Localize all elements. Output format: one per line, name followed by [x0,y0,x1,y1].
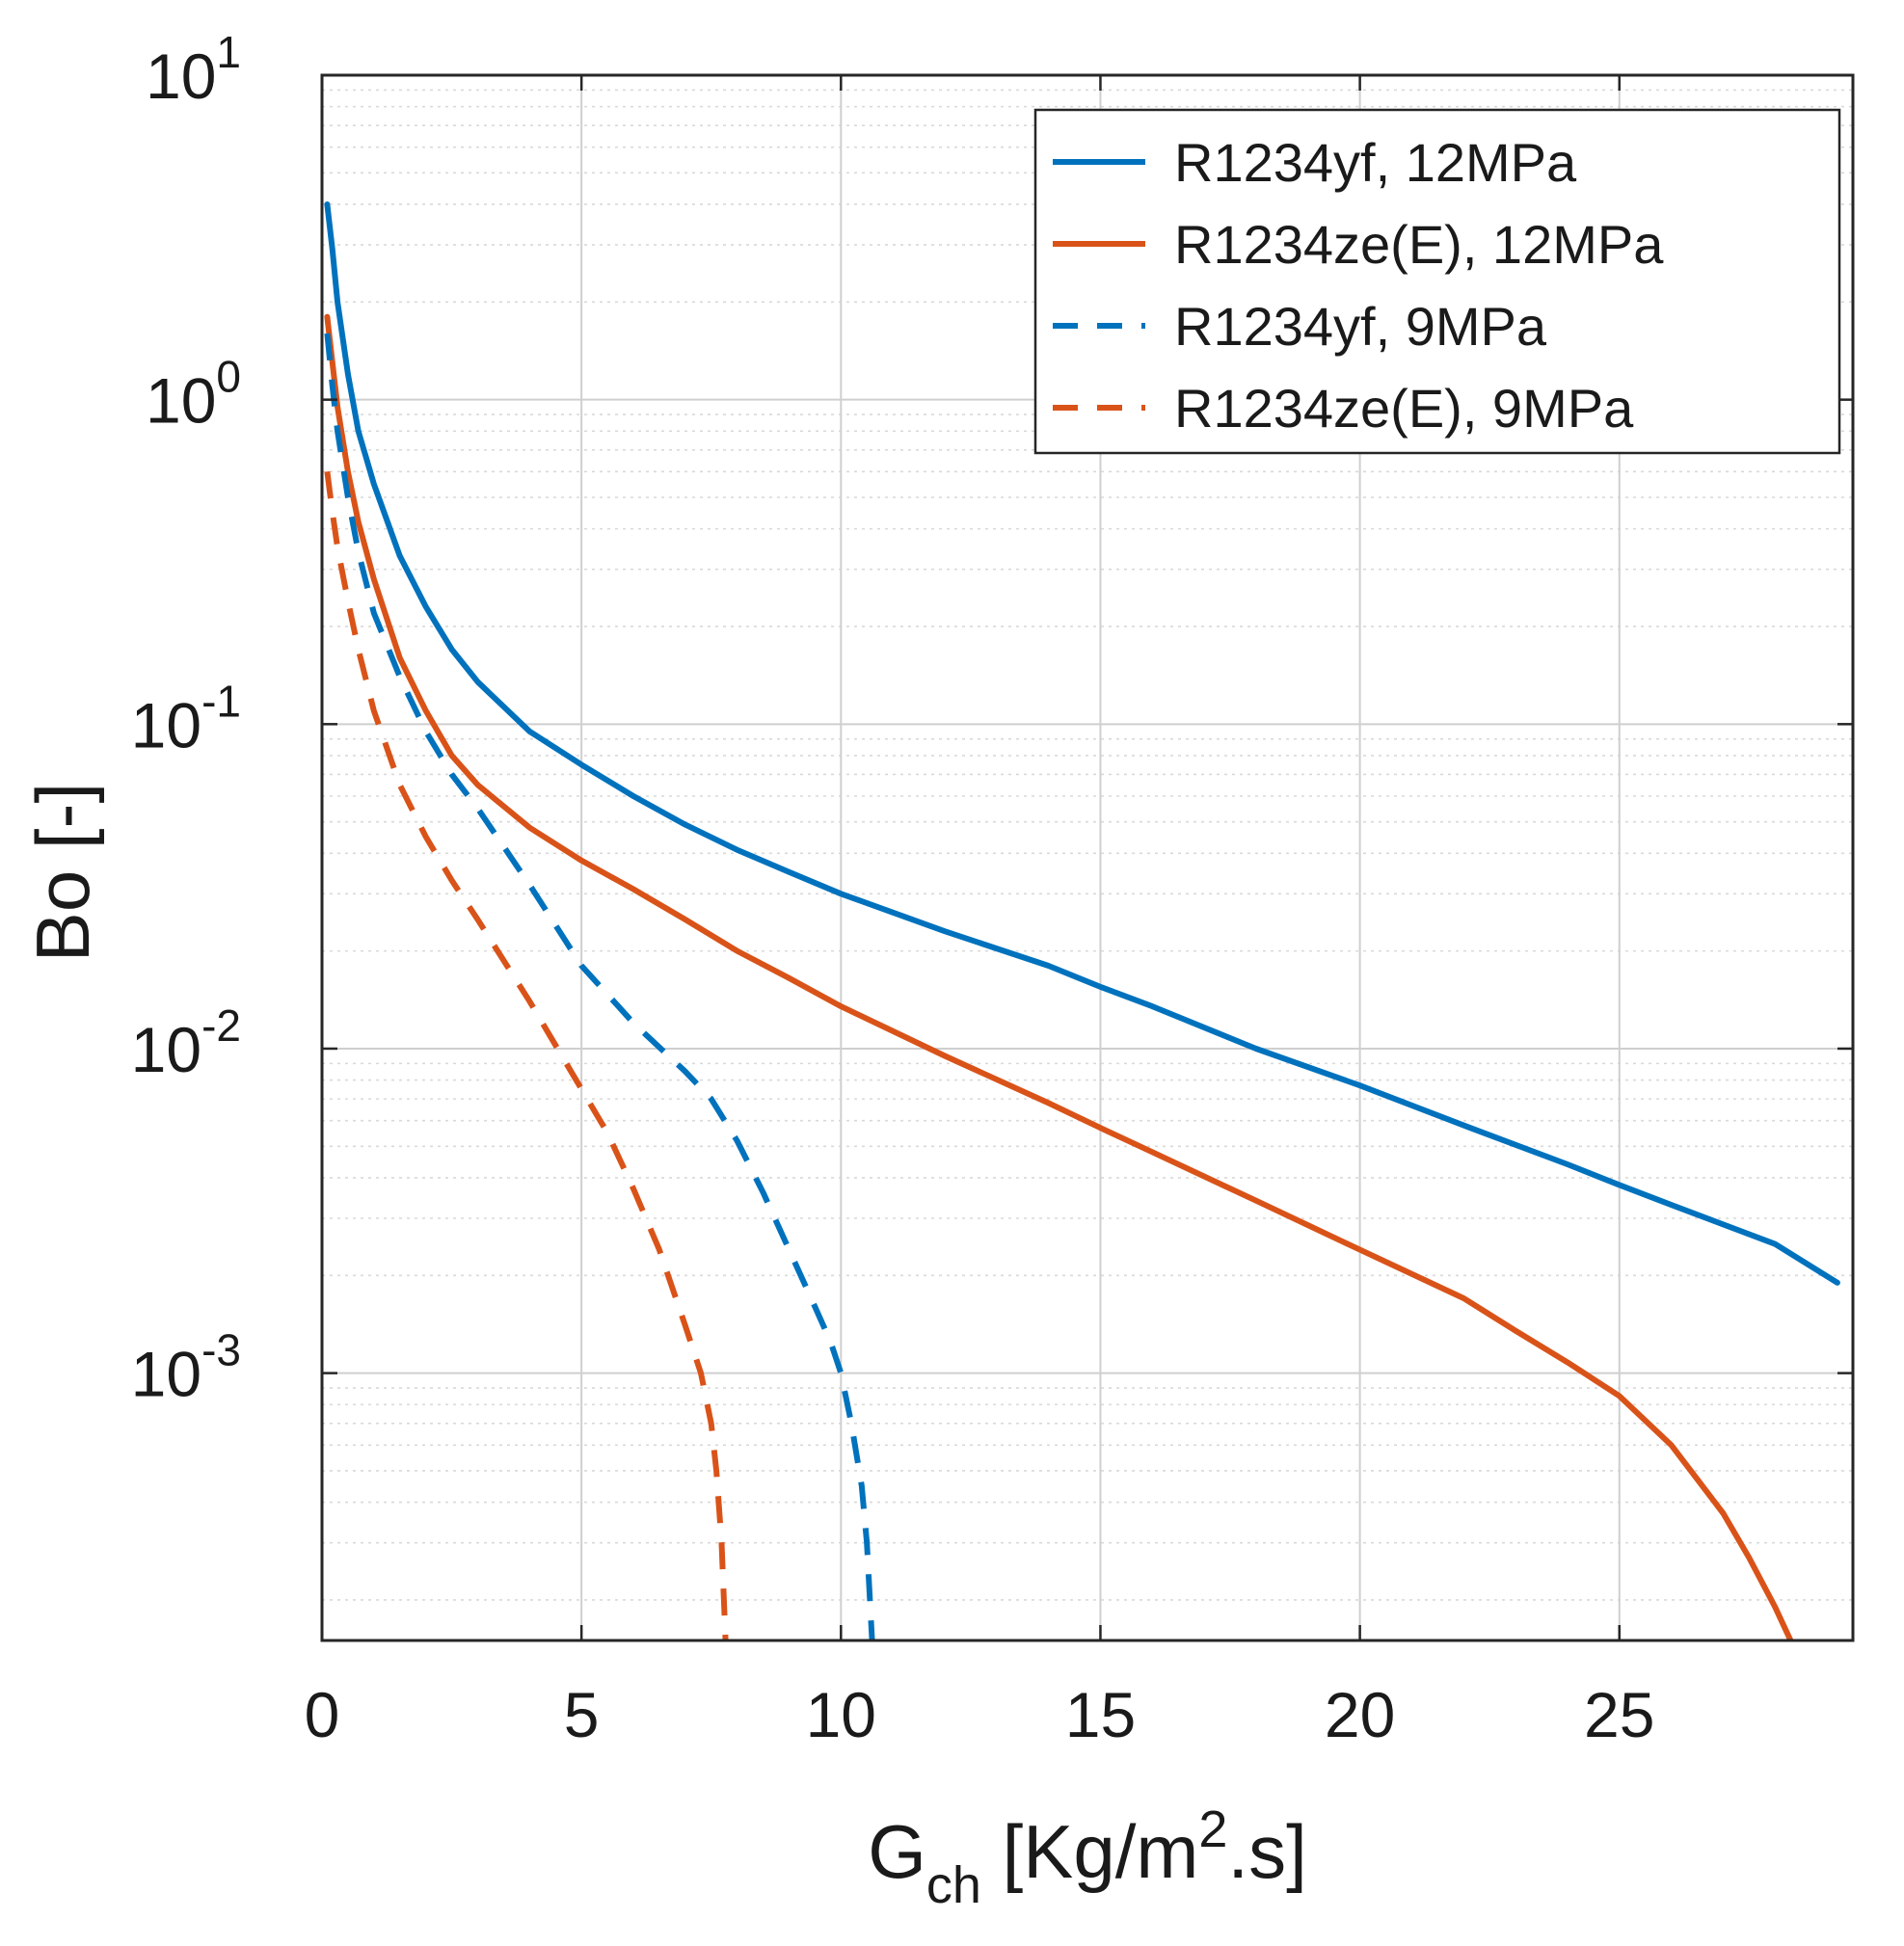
legend: R1234yf, 12MPa R1234ze(E), 12MPa R1234yf, … [1033,108,1841,455]
y-tick-label: 10-2 [131,1000,241,1085]
y-tick-label-base: 10 [146,40,216,112]
legend-box [1033,108,1841,455]
y-tick-label-base: 10 [131,689,201,760]
axis-ticks [320,73,1853,1640]
series-group [324,201,1840,1640]
y-tick-label-exponent: 0 [216,352,241,402]
x-axis-title: Gch [Kg/m2.s] [868,1800,1307,1914]
x-tick-label: 20 [1325,1679,1395,1750]
y-tick-label-exponent: -1 [201,676,241,726]
y-tick-label: 100 [146,352,241,437]
legend-label-2: R1234ze(E), 12MPa [1174,214,1664,275]
series-line-4 [324,470,729,1640]
y-tick-label-exponent: -3 [201,1325,241,1375]
y-tick-label-exponent: 1 [216,27,241,77]
y-tick-label-base: 10 [131,1014,201,1085]
series-line-1 [324,201,1840,1286]
legend-label-3: R1234yf, 9MPa [1174,296,1547,357]
y-tick-label: 101 [146,27,241,112]
x-tick-label: 10 [806,1679,876,1750]
x-tick-label: 0 [305,1679,340,1750]
x-axis-title-subscript: ch [926,1856,981,1914]
legend-label-1: R1234yf, 12MPa [1174,132,1577,193]
y-tick-label-exponent: -2 [201,1000,241,1051]
y-tick-label: 10-1 [131,676,241,760]
x-axis-title-unit: [Kg/m [981,1809,1198,1894]
x-tick-labels: 0 5 10 15 20 25 [305,1679,1655,1750]
y-axis-title: Bo [-] [20,783,105,962]
plot-frame [320,73,1855,1642]
legend-label-4: R1234ze(E), 9MPa [1174,378,1634,439]
x-tick-label: 5 [564,1679,600,1750]
x-tick-label: 25 [1584,1679,1654,1750]
x-tick-label: 15 [1065,1679,1136,1750]
x-axis-title-main: G [868,1809,926,1894]
y-tick-label-base: 10 [131,1339,201,1410]
y-tick-label-base: 10 [146,365,216,437]
series-line-2 [324,313,1794,1640]
x-axis-title-unit-end: .s] [1227,1809,1306,1894]
y-tick-label: 10-3 [131,1325,241,1410]
x-axis-title-superscript: 2 [1198,1800,1227,1858]
